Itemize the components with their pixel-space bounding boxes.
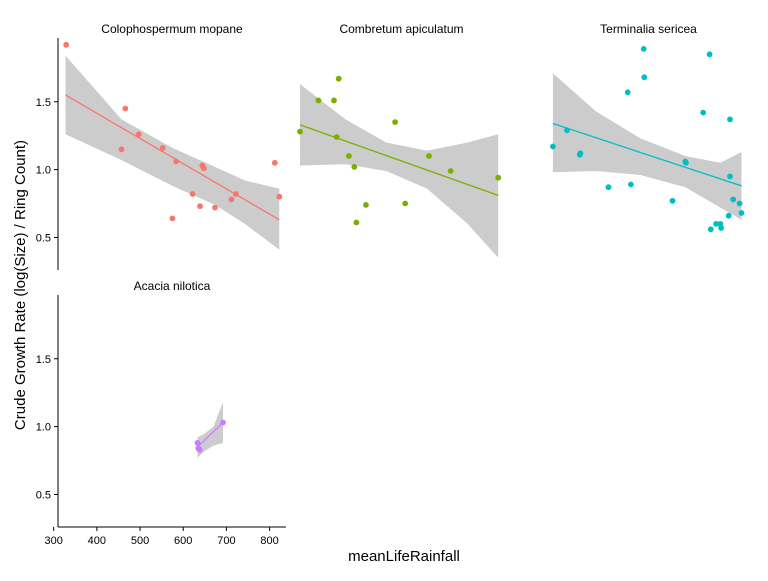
data-point	[220, 419, 226, 426]
data-point	[351, 164, 358, 170]
facet-title: Acacia nilotica	[134, 279, 211, 293]
data-point	[718, 225, 724, 231]
confidence-band	[552, 73, 742, 220]
regression-line	[299, 124, 499, 196]
data-point	[212, 204, 218, 211]
confidence-band	[300, 84, 499, 258]
data-point	[392, 119, 398, 125]
data-point	[700, 109, 707, 116]
facet-title: Terminalia sericea	[600, 22, 697, 36]
data-point	[447, 168, 454, 174]
data-point	[228, 196, 235, 203]
x-tick-label: 800	[260, 535, 278, 547]
data-point	[713, 221, 719, 227]
regression-line	[65, 94, 280, 221]
data-point	[628, 181, 634, 188]
data-point	[605, 184, 612, 191]
data-point	[297, 128, 303, 135]
y-tick-label: 1.5	[36, 97, 51, 109]
data-point	[169, 215, 176, 222]
data-point	[725, 212, 732, 219]
y-tick-label: 0.5	[36, 489, 51, 501]
data-point	[135, 131, 142, 138]
data-point	[335, 75, 342, 82]
data-point	[736, 200, 743, 207]
data-point	[189, 191, 196, 197]
regression-line	[197, 422, 224, 448]
facet-panel: Acacia nilotica 0.5 1.0 1.5 300 400 500 600 700 8…	[36, 279, 286, 547]
y-tick-label: 1.0	[36, 422, 51, 434]
data-point	[640, 46, 647, 52]
data-point	[315, 97, 322, 104]
data-point	[550, 143, 556, 150]
facet-title: Colophospermum mopane	[101, 22, 243, 36]
data-point	[495, 174, 502, 181]
facet-title: Combretum apiculatum	[339, 22, 463, 36]
x-tick-label: 500	[131, 535, 149, 547]
data-point	[276, 193, 283, 200]
y-tick-label: 1.0	[36, 165, 51, 177]
data-point	[196, 446, 203, 453]
data-point	[641, 74, 648, 81]
data-point	[271, 159, 278, 166]
data-point	[564, 127, 570, 134]
data-point	[118, 146, 125, 153]
data-point	[624, 89, 631, 96]
data-point	[353, 219, 360, 226]
data-point	[426, 153, 432, 159]
x-tick-label: 600	[174, 535, 192, 547]
x-tick-label: 700	[217, 535, 235, 547]
data-point	[122, 105, 129, 112]
data-point	[233, 191, 239, 197]
data-point	[683, 159, 689, 166]
y-axis-title: Crude Growth Rate (log(Size) / Ring Coun…	[12, 140, 29, 430]
data-point	[159, 145, 166, 151]
data-point	[402, 200, 409, 207]
data-point	[363, 202, 369, 208]
data-point	[333, 134, 340, 140]
regression-line	[552, 122, 742, 187]
confidence-band	[65, 55, 280, 250]
facet-panel: Terminalia sericea	[550, 22, 745, 233]
data-point	[730, 196, 737, 203]
data-point	[200, 165, 207, 172]
data-point	[194, 440, 201, 446]
facet-panel: Combretum apiculatum	[297, 22, 502, 258]
data-point	[63, 41, 70, 48]
data-point	[669, 197, 676, 204]
data-point	[346, 153, 352, 159]
y-tick-label: 0.5	[36, 232, 51, 244]
data-point	[197, 203, 203, 210]
x-tick-label: 400	[88, 535, 106, 547]
data-point	[727, 116, 733, 123]
data-point	[331, 97, 337, 104]
data-point	[738, 210, 745, 216]
confidence-band	[197, 402, 223, 458]
x-axis-title: meanLifeRainfall	[348, 548, 460, 565]
data-point	[577, 150, 584, 157]
y-tick-label: 1.5	[36, 354, 51, 366]
data-point	[706, 51, 713, 58]
data-point	[173, 158, 180, 165]
data-point	[727, 173, 733, 180]
data-point	[707, 226, 714, 233]
facet-panel: Colophospermum mopane 0.5 1.0 1.5	[36, 22, 283, 270]
x-tick-label: 300	[45, 535, 63, 547]
